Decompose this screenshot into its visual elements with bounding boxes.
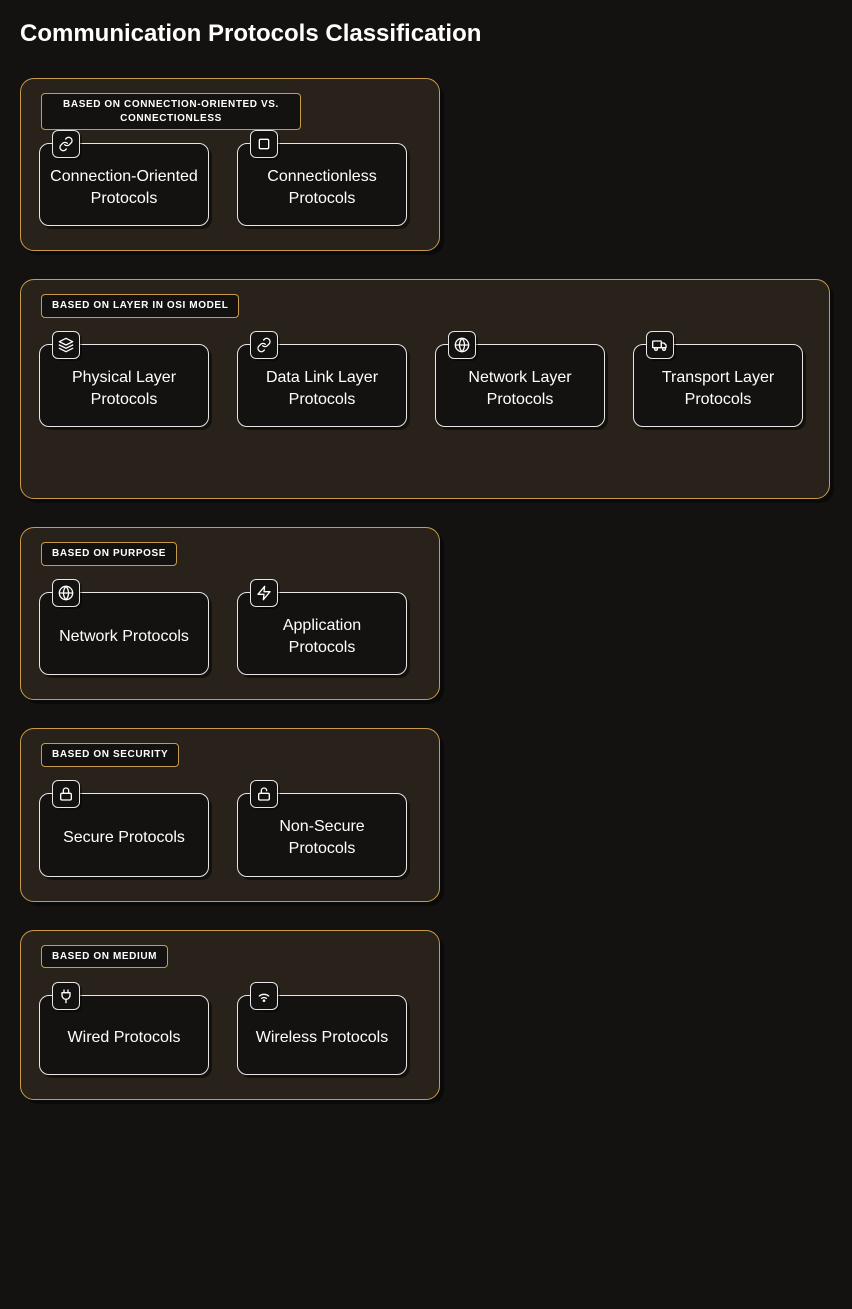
card-label: Network Protocols bbox=[59, 626, 189, 648]
card-label: Physical Layer Protocols bbox=[50, 367, 198, 410]
link-icon bbox=[52, 130, 80, 158]
group-medium: BASED ON MEDIUM Wired Protocols Wireless P… bbox=[20, 930, 440, 1100]
group-connection: BASED ON CONNECTION-ORIENTED VS. CONNECT… bbox=[20, 78, 440, 251]
protocol-card: Network Protocols bbox=[39, 592, 209, 675]
truck-icon bbox=[646, 331, 674, 359]
protocol-card: Secure Protocols bbox=[39, 793, 209, 876]
link-icon bbox=[250, 331, 278, 359]
group-label: BASED ON SECURITY bbox=[41, 743, 179, 767]
group-label: BASED ON MEDIUM bbox=[41, 945, 168, 969]
card-label: Secure Protocols bbox=[63, 827, 185, 849]
protocol-card: Wired Protocols bbox=[39, 995, 209, 1075]
protocol-card: Transport Layer Protocols bbox=[633, 344, 803, 427]
unlock-icon bbox=[250, 780, 278, 808]
card-label: Data Link Layer Protocols bbox=[248, 367, 396, 410]
cards-row: Physical Layer Protocols Data Link Layer … bbox=[39, 344, 811, 427]
protocol-card: Connection-Oriented Protocols bbox=[39, 143, 209, 226]
card-label: Connection-Oriented Protocols bbox=[50, 166, 198, 209]
lock-icon bbox=[52, 780, 80, 808]
zap-icon bbox=[250, 579, 278, 607]
page-title: Communication Protocols Classification bbox=[20, 20, 832, 48]
card-label: Application Protocols bbox=[248, 615, 396, 658]
group-security: BASED ON SECURITY Secure Protocols Non-Sec… bbox=[20, 728, 440, 901]
group-label: BASED ON CONNECTION-ORIENTED VS. CONNECT… bbox=[41, 93, 301, 130]
protocol-card: Application Protocols bbox=[237, 592, 407, 675]
protocol-card: Wireless Protocols bbox=[237, 995, 407, 1075]
protocol-card: Physical Layer Protocols bbox=[39, 344, 209, 427]
protocol-card: Non-Secure Protocols bbox=[237, 793, 407, 876]
cards-row: Wired Protocols Wireless Protocols bbox=[39, 995, 421, 1075]
group-osi: BASED ON LAYER IN OSI MODEL Physical Laye… bbox=[20, 279, 830, 499]
protocol-card: Network Layer Protocols bbox=[435, 344, 605, 427]
card-label: Wired Protocols bbox=[68, 1027, 181, 1049]
protocol-card: Connectionless Protocols bbox=[237, 143, 407, 226]
cards-row: Secure Protocols Non-Secure Protocols bbox=[39, 793, 421, 876]
globe-icon bbox=[52, 579, 80, 607]
cards-row: Connection-Oriented Protocols Connectionl… bbox=[39, 143, 421, 226]
wifi-icon bbox=[250, 982, 278, 1010]
group-label: BASED ON PURPOSE bbox=[41, 542, 177, 566]
plug-icon bbox=[52, 982, 80, 1010]
layers-icon bbox=[52, 331, 80, 359]
cards-row: Network Protocols Application Protocols bbox=[39, 592, 421, 675]
groups-container: BASED ON CONNECTION-ORIENTED VS. CONNECT… bbox=[20, 78, 832, 1100]
group-purpose: BASED ON PURPOSE Network Protocols Applica… bbox=[20, 527, 440, 700]
square-icon bbox=[250, 130, 278, 158]
card-label: Network Layer Protocols bbox=[446, 367, 594, 410]
globe-icon bbox=[448, 331, 476, 359]
card-label: Non-Secure Protocols bbox=[248, 816, 396, 859]
card-label: Transport Layer Protocols bbox=[644, 367, 792, 410]
card-label: Wireless Protocols bbox=[256, 1027, 388, 1049]
group-label: BASED ON LAYER IN OSI MODEL bbox=[41, 294, 239, 318]
card-label: Connectionless Protocols bbox=[248, 166, 396, 209]
protocol-card: Data Link Layer Protocols bbox=[237, 344, 407, 427]
